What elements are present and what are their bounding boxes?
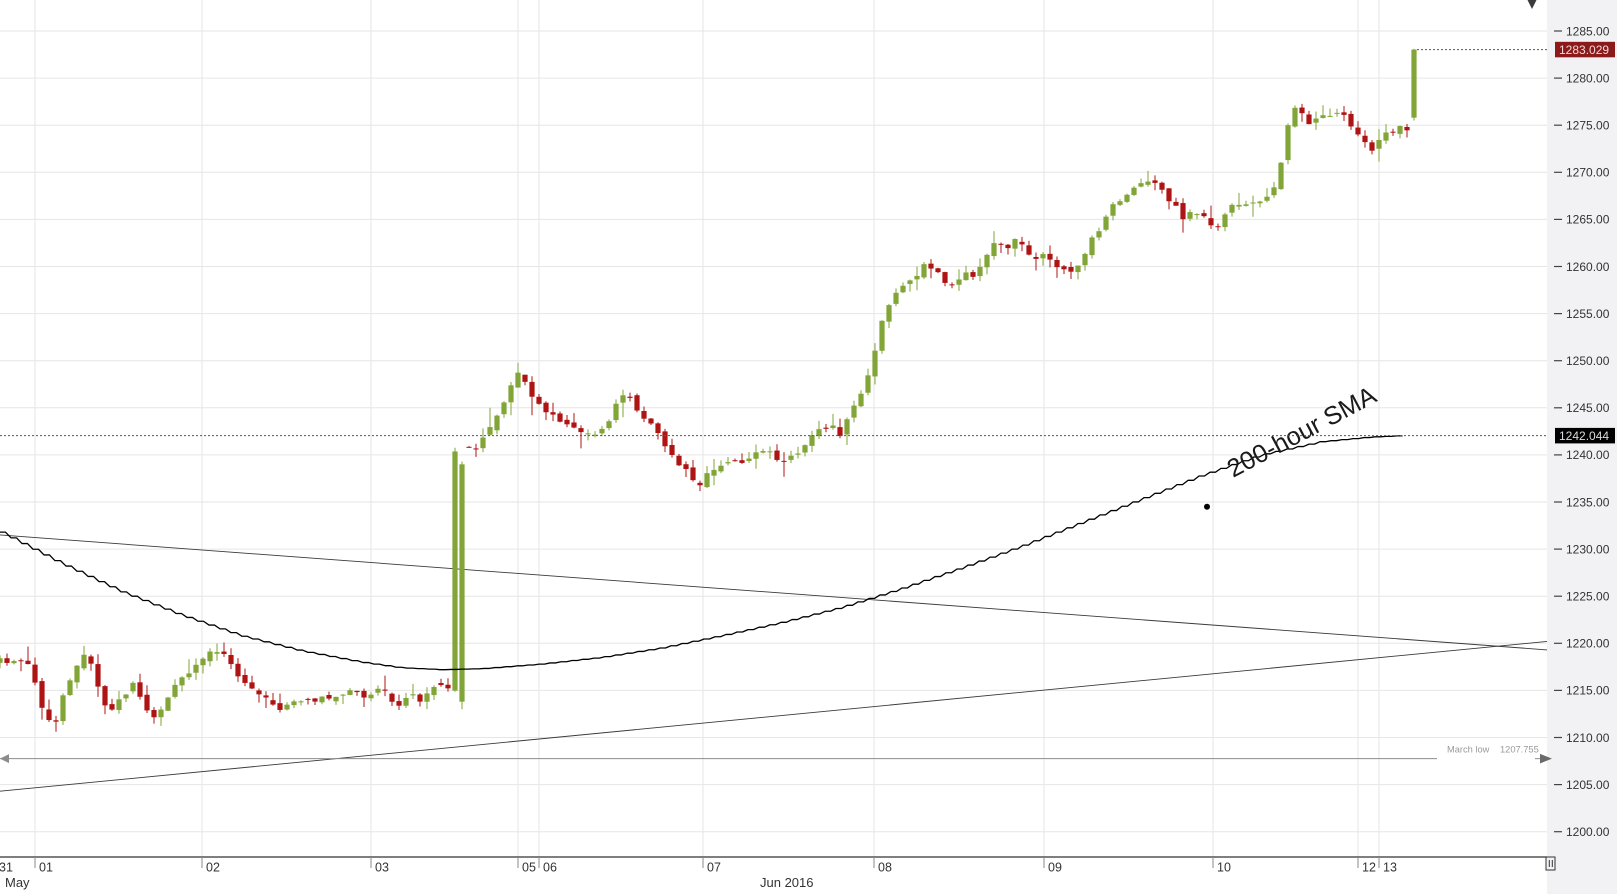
svg-text:1255.00: 1255.00 <box>1566 307 1610 321</box>
svg-text:1242.044: 1242.044 <box>1559 429 1609 443</box>
svg-text:1270.00: 1270.00 <box>1566 166 1610 180</box>
svg-text:1265.00: 1265.00 <box>1566 213 1610 227</box>
svg-text:1225.00: 1225.00 <box>1566 590 1610 604</box>
svg-text:1240.00: 1240.00 <box>1566 448 1610 462</box>
svg-text:1210.00: 1210.00 <box>1566 731 1610 745</box>
svg-text:1235.00: 1235.00 <box>1566 495 1610 509</box>
svg-text:08: 08 <box>878 861 892 875</box>
svg-text:March low: March low <box>1447 745 1490 755</box>
svg-text:1230.00: 1230.00 <box>1566 542 1610 556</box>
svg-text:01: 01 <box>39 861 53 875</box>
svg-text:1260.00: 1260.00 <box>1566 260 1610 274</box>
svg-text:12: 12 <box>1362 861 1376 875</box>
svg-text:1200.00: 1200.00 <box>1566 825 1610 839</box>
svg-text:1215.00: 1215.00 <box>1566 684 1610 698</box>
svg-text:1207.755: 1207.755 <box>1500 745 1539 755</box>
svg-text:1285.00: 1285.00 <box>1566 24 1610 38</box>
svg-text:06: 06 <box>543 861 557 875</box>
svg-text:1280.00: 1280.00 <box>1566 71 1610 85</box>
svg-text:03: 03 <box>375 861 389 875</box>
svg-text:1205.00: 1205.00 <box>1566 778 1610 792</box>
svg-text:09: 09 <box>1048 861 1062 875</box>
svg-text:10: 10 <box>1217 861 1231 875</box>
svg-text:13: 13 <box>1383 861 1397 875</box>
svg-text:02: 02 <box>206 861 220 875</box>
svg-text:31: 31 <box>0 861 13 875</box>
svg-text:07: 07 <box>707 861 721 875</box>
svg-text:1245.00: 1245.00 <box>1566 401 1610 415</box>
svg-text:1275.00: 1275.00 <box>1566 119 1610 133</box>
svg-text:1283.029: 1283.029 <box>1559 43 1609 57</box>
svg-text:05: 05 <box>522 861 536 875</box>
svg-text:Jun 2016: Jun 2016 <box>760 875 814 890</box>
svg-text:1220.00: 1220.00 <box>1566 637 1610 651</box>
svg-text:May: May <box>5 875 30 890</box>
svg-text:1250.00: 1250.00 <box>1566 354 1610 368</box>
